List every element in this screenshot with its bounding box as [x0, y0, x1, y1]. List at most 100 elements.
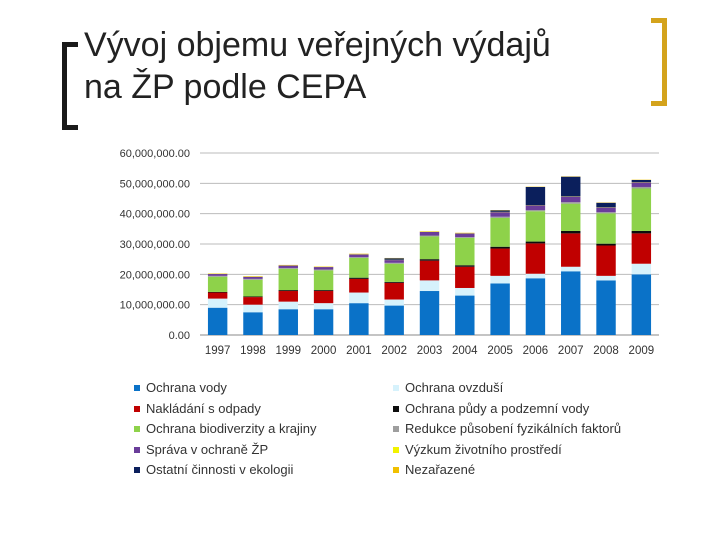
bar-segment	[525, 273, 546, 279]
bar-segment	[384, 299, 404, 306]
x-tick-label: 1997	[205, 345, 231, 357]
legend-swatch	[134, 467, 140, 474]
bar-segment	[525, 205, 546, 211]
bar-segment	[349, 278, 369, 293]
bar-segment	[490, 210, 510, 212]
bar-segment	[525, 210, 546, 212]
legend-entry: Redukce působení fyzikálních faktorů	[393, 419, 621, 440]
bar-segment	[631, 274, 652, 335]
bar-segment	[525, 211, 546, 242]
bar-segment	[631, 188, 652, 231]
legend-swatch	[393, 446, 399, 453]
legend-entry: Nezařazené	[393, 460, 621, 481]
bar-segment	[631, 186, 652, 189]
legend-entry: Ostatní činnosti v ekologii	[134, 460, 317, 481]
bar-segment	[419, 231, 440, 236]
bar-segment	[561, 271, 581, 335]
bar-segment	[490, 217, 510, 247]
bar-segment	[561, 230, 581, 234]
x-tick-label: 2008	[593, 345, 619, 357]
y-tick-label: 60,000,000.00	[120, 148, 190, 160]
bar-segment	[278, 265, 298, 268]
bar-segment	[384, 263, 404, 282]
bar-segment	[313, 303, 334, 310]
bar-segment	[278, 309, 298, 335]
bar-segment	[349, 292, 369, 304]
legend-entry: Ochrana vody	[134, 378, 317, 399]
y-tick-label: 30,000,000.00	[120, 239, 190, 251]
bar-segment	[455, 233, 475, 238]
legend-label: Nakládání s odpady	[146, 400, 261, 416]
bar-segment	[349, 254, 369, 258]
bar-segment	[278, 268, 298, 291]
legend-entry: Ochrana půdy a podzemní vody	[393, 399, 621, 420]
bar-segment	[596, 212, 616, 214]
legend-label: Ochrana půdy a podzemní vody	[405, 400, 590, 416]
x-tick-label: 2009	[629, 345, 655, 357]
bar-segment	[243, 279, 263, 297]
bar-segment	[419, 280, 440, 292]
legend-label: Ochrana ovzduší	[405, 380, 504, 395]
x-tick-label: 2006	[523, 345, 549, 357]
bar-segment	[243, 276, 263, 279]
legend-right-column: Ochrana ovzduší Ochrana půdy a podzemní v…	[393, 378, 621, 481]
bar-segment	[313, 267, 334, 270]
bar-segment	[243, 296, 263, 298]
bar-segment	[243, 278, 263, 280]
bar-segment	[596, 243, 616, 246]
bar-segment	[561, 266, 581, 272]
bar-segment	[490, 246, 510, 249]
legend-entry: Výzkum životního prostředí	[393, 440, 621, 461]
title-line-2: na ŽP podle CEPA	[84, 68, 367, 106]
bar-segment	[631, 263, 652, 275]
bar-segment	[631, 230, 652, 234]
bar-segment	[384, 262, 404, 264]
bar-segment	[207, 291, 228, 293]
bar-segment	[207, 307, 228, 335]
y-tick-label: 40,000,000.00	[120, 209, 190, 221]
bar-segment	[561, 202, 581, 204]
legend-entry: Správa v ochraně ŽP	[134, 440, 317, 461]
legend-swatch	[393, 405, 399, 412]
bar-segment	[525, 278, 546, 335]
bar-segment	[455, 237, 475, 238]
bar-segment	[349, 303, 369, 335]
legend-entry: Ochrana ovzduší	[393, 378, 621, 399]
bar-segment	[490, 212, 510, 217]
bar-segment	[207, 276, 228, 292]
bar-segment	[596, 280, 616, 335]
bar-segment	[313, 309, 334, 335]
bar-segment	[207, 274, 228, 276]
bar-segment	[243, 304, 263, 313]
bar-segment	[561, 203, 581, 231]
bar-segment	[384, 282, 404, 300]
bar-segment	[490, 216, 510, 218]
bar-segment	[419, 260, 440, 281]
x-tick-label: 1998	[240, 345, 266, 357]
bar-segment	[455, 265, 475, 267]
x-tick-label: 2007	[558, 345, 584, 357]
bar-segment	[525, 243, 546, 274]
bar-segment	[490, 275, 510, 284]
bar-segment	[278, 291, 298, 302]
bar-segment	[596, 202, 616, 208]
bar-segment	[384, 258, 404, 260]
x-tick-label: 2003	[417, 345, 443, 357]
bar-segment	[561, 176, 581, 197]
bar-segment	[349, 277, 369, 279]
bar-segment	[313, 270, 334, 291]
bar-segment	[349, 257, 369, 258]
legend-swatch	[393, 385, 399, 392]
bar-segment	[278, 301, 298, 310]
bar-segment	[525, 186, 546, 206]
title-line-1: Vývoj objemu veřejných výdajů	[84, 26, 551, 64]
bar-segment	[243, 312, 263, 335]
bar-segment	[561, 196, 581, 203]
bar-segment	[313, 269, 334, 271]
legend-entry: Ochrana biodiverzity a krajiny	[134, 419, 317, 440]
legend-label: Ochrana vody	[146, 380, 227, 395]
bar-segment	[243, 297, 263, 305]
bar-segment	[596, 207, 616, 213]
x-tick-label: 2005	[487, 345, 513, 357]
